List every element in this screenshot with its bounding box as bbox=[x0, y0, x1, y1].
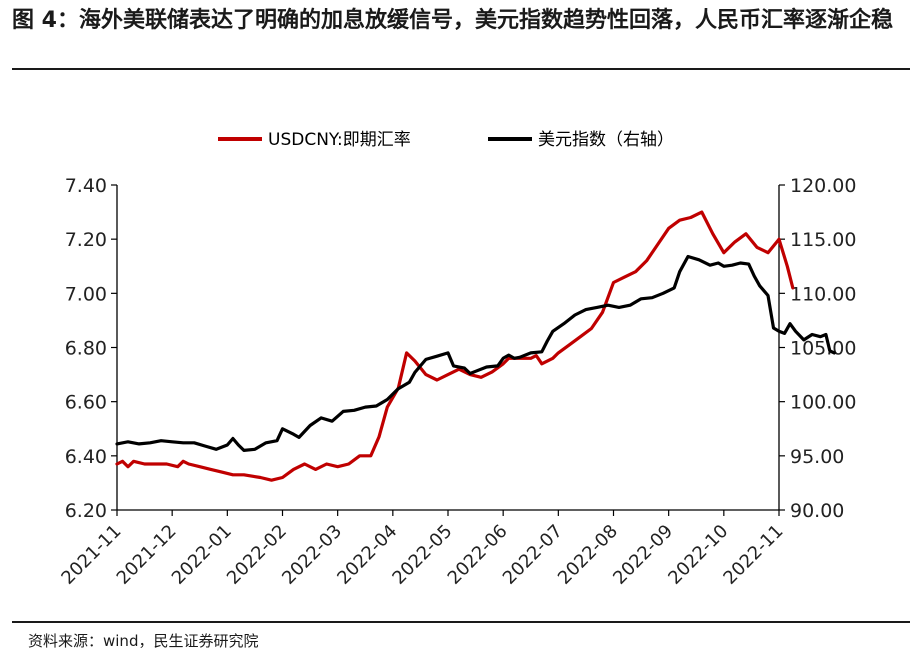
right-axis-ticks: 120.00 115.00 110.00 105.00 100.00 95.00 90.00 bbox=[779, 175, 856, 522]
legend-label-dxy: 美元指数（右轴） bbox=[538, 130, 674, 150]
left-tick-label: 6.20 bbox=[65, 500, 107, 522]
x-axis-ticks: 2021-112021-122022-012022-022022-032022-… bbox=[57, 510, 788, 589]
right-tick-label: 110.00 bbox=[790, 283, 856, 305]
x-tick-label: 2022-08 bbox=[554, 521, 622, 589]
x-tick-label: 2022-05 bbox=[388, 521, 456, 589]
source-note: 资料来源：wind，民生证券研究院 bbox=[28, 632, 259, 650]
right-tick-label: 115.00 bbox=[790, 229, 856, 251]
x-tick-label: 2022-01 bbox=[168, 521, 236, 589]
series-line-usdcny bbox=[115, 210, 795, 482]
x-tick-label: 2022-09 bbox=[609, 521, 677, 589]
series-line-dxy bbox=[115, 254, 836, 452]
x-tick-label: 2021-11 bbox=[57, 521, 125, 589]
x-tick-label: 2022-02 bbox=[223, 521, 291, 589]
legend: USDCNY:即期汇率 美元指数（右轴） bbox=[218, 130, 674, 150]
left-tick-label: 6.80 bbox=[65, 338, 107, 360]
legend-label-usdcny: USDCNY:即期汇率 bbox=[268, 130, 411, 150]
right-tick-label: 100.00 bbox=[790, 392, 856, 414]
left-tick-label: 7.20 bbox=[65, 229, 107, 251]
figure-title: 图 4：海外美联储表达了明确的加息放缓信号，美元指数趋势性回落，人民币汇率逐渐企… bbox=[12, 8, 893, 33]
left-tick-label: 7.00 bbox=[65, 283, 107, 305]
right-tick-label: 90.00 bbox=[790, 500, 844, 522]
right-tick-label: 120.00 bbox=[790, 175, 856, 197]
left-tick-label: 7.40 bbox=[65, 175, 107, 197]
x-tick-label: 2022-04 bbox=[333, 521, 401, 589]
x-tick-label: 2022-07 bbox=[499, 521, 567, 589]
x-tick-label: 2022-11 bbox=[719, 521, 787, 589]
right-tick-label: 95.00 bbox=[790, 446, 844, 468]
right-tick-label: 105.00 bbox=[790, 338, 856, 360]
source-divider bbox=[12, 621, 910, 623]
series-layer bbox=[115, 210, 836, 482]
x-tick-label: 2022-10 bbox=[664, 521, 732, 589]
x-tick-label: 2021-12 bbox=[113, 521, 181, 589]
title-divider bbox=[12, 68, 910, 70]
x-tick-label: 2022-03 bbox=[278, 521, 346, 589]
x-tick-label: 2022-06 bbox=[444, 521, 512, 589]
left-axis-ticks: 7.40 7.20 7.00 6.80 6.60 6.40 6.20 bbox=[65, 175, 117, 522]
left-tick-label: 6.60 bbox=[65, 392, 107, 414]
left-tick-label: 6.40 bbox=[65, 446, 107, 468]
